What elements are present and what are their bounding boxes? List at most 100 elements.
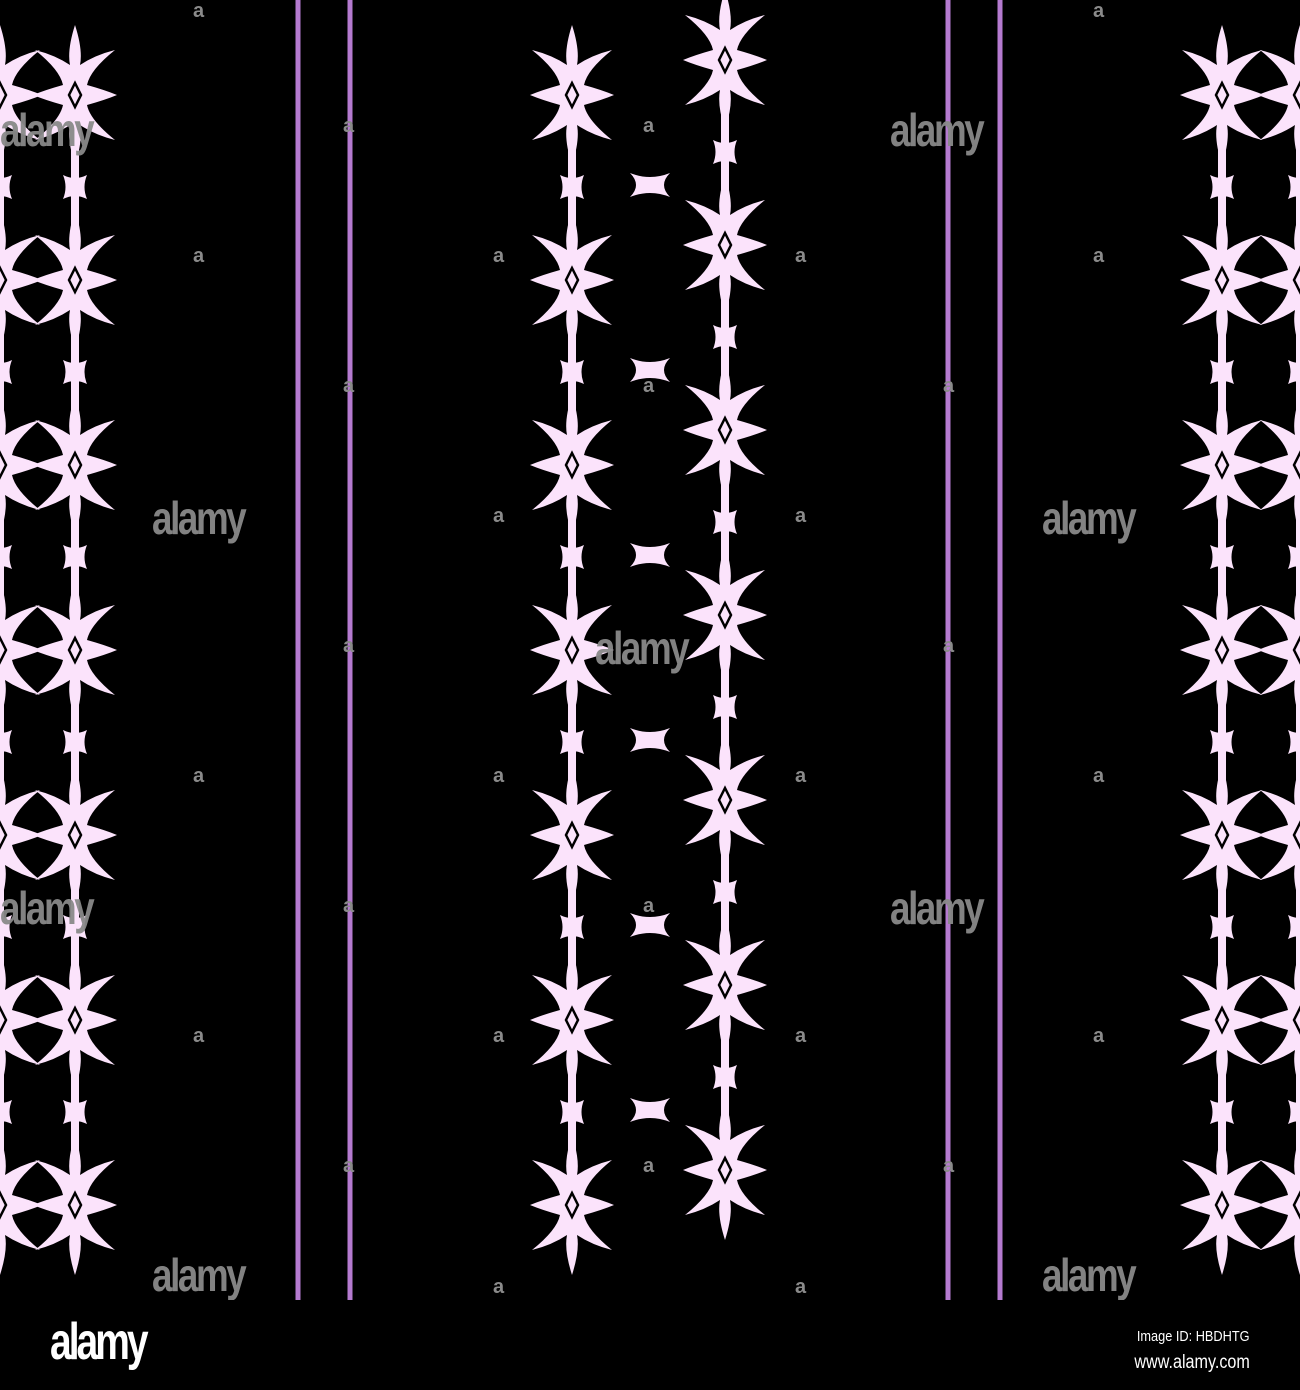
watermark-mark: a — [943, 1155, 955, 1177]
ornament-inner-diamond — [1292, 820, 1300, 850]
ornament-star — [0, 950, 42, 1090]
ornament-inner-diamond — [717, 230, 733, 260]
small-diamond-ornament — [630, 913, 670, 937]
ornament-inner-diamond — [0, 820, 8, 850]
ornament-inner-diamond — [0, 265, 8, 295]
ornament-inner-diamond — [717, 600, 733, 630]
ornament-bone — [1288, 360, 1300, 384]
ornament-star — [1258, 395, 1300, 535]
ornament-bone — [560, 175, 584, 199]
small-diamond-ornament — [630, 1098, 670, 1122]
ornament-inner-diamond — [1292, 635, 1300, 665]
ornament-inner-diamond — [1214, 450, 1230, 480]
ornament-star — [1258, 25, 1300, 165]
ornament-star — [33, 1135, 117, 1275]
ornament-inner-diamond — [564, 1005, 580, 1035]
ornament-star — [33, 765, 117, 905]
ornament-bone — [63, 730, 87, 754]
ornament-inner-diamond — [717, 45, 733, 75]
watermark-mark: a — [493, 1276, 505, 1298]
ornament-star — [33, 210, 117, 350]
watermark-mark: a — [1093, 765, 1105, 787]
ornament-bone — [1288, 915, 1300, 939]
ornament-star — [530, 1135, 614, 1275]
ornament-bone — [713, 695, 737, 719]
ornament-star — [530, 580, 614, 720]
ornament-inner-diamond — [1292, 80, 1300, 110]
ornament-star — [683, 0, 767, 130]
ornament-inner-diamond — [717, 785, 733, 815]
watermark-mark: a — [343, 375, 355, 397]
ornament-bone — [0, 730, 12, 754]
ornament-inner-diamond — [1214, 1005, 1230, 1035]
ornament-star — [1180, 950, 1264, 1090]
alamy-watermark: alamy — [0, 882, 95, 934]
ornament-inner-diamond — [564, 635, 580, 665]
image-id-label: Image ID: HBDHTG — [1137, 1328, 1250, 1345]
alamy-watermark: alamy — [1042, 492, 1137, 544]
ornament-bone — [560, 730, 584, 754]
ornament-bone — [713, 1065, 737, 1089]
ornament-star — [0, 765, 42, 905]
footer-strip: alamy Image ID: HBDHTG www.alamy.com — [0, 1300, 1300, 1390]
watermark-mark: a — [343, 895, 355, 917]
watermark-mark: a — [193, 0, 205, 22]
ornament-bone — [1288, 545, 1300, 569]
watermark-mark: a — [643, 895, 655, 917]
ornament-star — [1180, 210, 1264, 350]
ornament-star — [1258, 765, 1300, 905]
ornament-inner-diamond — [0, 1005, 8, 1035]
ornament-star — [683, 545, 767, 685]
ornament-inner-diamond — [0, 1190, 8, 1220]
watermark-mark: a — [493, 245, 505, 267]
alamy-watermark: alamy — [0, 104, 95, 156]
ornament-inner-diamond — [67, 1005, 83, 1035]
purple-stripe — [295, 0, 301, 1300]
ornament-inner-diamond — [0, 450, 8, 480]
ornament-inner-diamond — [67, 820, 83, 850]
ornament-star — [683, 360, 767, 500]
ornament-inner-diamond — [1214, 820, 1230, 850]
ornament-inner-diamond — [564, 265, 580, 295]
ornament-inner-diamond — [1292, 1005, 1300, 1035]
ornament-star — [530, 395, 614, 535]
ornament-star — [1258, 1135, 1300, 1275]
ornament-bone — [63, 360, 87, 384]
alamy-watermark: alamy — [890, 104, 985, 156]
ornament-inner-diamond — [1214, 80, 1230, 110]
watermark-mark: a — [943, 635, 955, 657]
watermark-mark: a — [795, 1025, 807, 1047]
ornament-star — [0, 395, 42, 535]
ornament-inner-diamond — [1292, 1190, 1300, 1220]
small-diamond-ornament — [630, 728, 670, 752]
ornament-star — [683, 730, 767, 870]
alamy-logo: alamy — [50, 1313, 149, 1371]
ornament-bone — [1288, 730, 1300, 754]
ornament-star — [530, 210, 614, 350]
ornament-bone — [0, 360, 12, 384]
ornament-inner-diamond — [67, 265, 83, 295]
ornament-star — [530, 950, 614, 1090]
ornament-inner-diamond — [564, 450, 580, 480]
ornament-star — [33, 395, 117, 535]
ornament-bone — [1210, 915, 1234, 939]
ornament-inner-diamond — [1292, 265, 1300, 295]
website-label: www.alamy.com — [1134, 1352, 1250, 1373]
ornament-inner-diamond — [1214, 265, 1230, 295]
watermark-mark: a — [795, 245, 807, 267]
ornament-bone — [63, 915, 87, 939]
ornament-star — [530, 765, 614, 905]
ornament-bone — [63, 1100, 87, 1124]
ornament-inner-diamond — [1292, 450, 1300, 480]
vertical-ornament-pattern — [0, 0, 1300, 1300]
alamy-watermark: alamy — [890, 882, 985, 934]
ornament-star — [1180, 580, 1264, 720]
watermark-mark: a — [493, 505, 505, 527]
ornament-inner-diamond — [564, 80, 580, 110]
watermark-mark: a — [493, 765, 505, 787]
watermark-mark: a — [1093, 1025, 1105, 1047]
ornament-inner-diamond — [564, 820, 580, 850]
ornament-bone — [713, 140, 737, 164]
ornament-star — [1258, 210, 1300, 350]
